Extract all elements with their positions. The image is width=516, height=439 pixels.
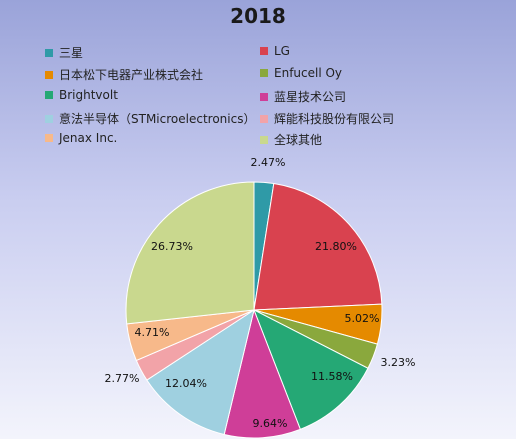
legend-item: 日本松下电器产业株式会社 — [45, 66, 203, 83]
legend-label: 日本松下电器产业株式会社 — [59, 68, 204, 82]
legend-swatch — [45, 70, 53, 79]
legend-label: 蓝星技术公司 — [274, 90, 347, 104]
legend-swatch — [260, 114, 268, 123]
slice-data-label: 26.73% — [151, 240, 193, 253]
legend-swatch — [260, 135, 268, 144]
slice-data-label: 4.71% — [135, 326, 170, 339]
legend-item: Enfucell Oy — [260, 66, 342, 80]
slice-data-label: 21.80% — [315, 240, 357, 253]
chart-legend: 三星 LG 日本松下电器产业株式会社 Enfucell Oy Brightvolt 蓝星技… — [0, 0, 516, 160]
slice-data-label: 11.58% — [311, 370, 353, 383]
legend-item: 蓝星技术公司 — [260, 88, 346, 105]
legend-item: 全球其他 — [260, 131, 322, 148]
legend-label: Jenax Inc. — [59, 131, 118, 145]
chart-title: 2018 — [230, 4, 286, 28]
legend-swatch — [260, 92, 268, 101]
legend-label: Brightvolt — [59, 88, 118, 102]
slice-data-label: 12.04% — [165, 377, 207, 390]
legend-item: Jenax Inc. — [45, 131, 117, 145]
pie-slice — [253, 308, 369, 430]
legend-item: Brightvolt — [45, 88, 118, 102]
slice-data-label: 2.47% — [251, 156, 286, 169]
legend-item: LG — [260, 44, 290, 58]
pie-slice — [223, 308, 301, 439]
slice-data-label: 2.77% — [105, 372, 140, 385]
legend-swatch — [45, 91, 53, 99]
slice-data-label: 9.64% — [253, 417, 288, 430]
legend-label: 全球其他 — [274, 133, 323, 147]
legend-label: Enfucell Oy — [274, 66, 343, 80]
legend-swatch — [260, 47, 268, 55]
pie-slice — [253, 182, 383, 311]
legend-swatch — [260, 69, 268, 77]
legend-item: 意法半导体（STMicroelectronics） — [45, 110, 255, 127]
legend-label: LG — [274, 44, 290, 58]
legend-swatch — [45, 48, 53, 57]
legend-item: 三星 — [45, 44, 83, 61]
slice-data-label: 5.02% — [345, 312, 380, 325]
slice-data-label: 3.23% — [381, 356, 416, 369]
legend-label: 意法半导体（STMicroelectronics） — [59, 112, 256, 126]
legend-label: 辉能科技股份有限公司 — [274, 112, 395, 126]
legend-label: 三星 — [59, 46, 84, 60]
legend-swatch — [45, 134, 53, 142]
legend-swatch — [45, 114, 53, 123]
pie-slice — [125, 181, 255, 325]
legend-item: 辉能科技股份有限公司 — [260, 110, 394, 127]
pie-slice — [146, 308, 255, 436]
